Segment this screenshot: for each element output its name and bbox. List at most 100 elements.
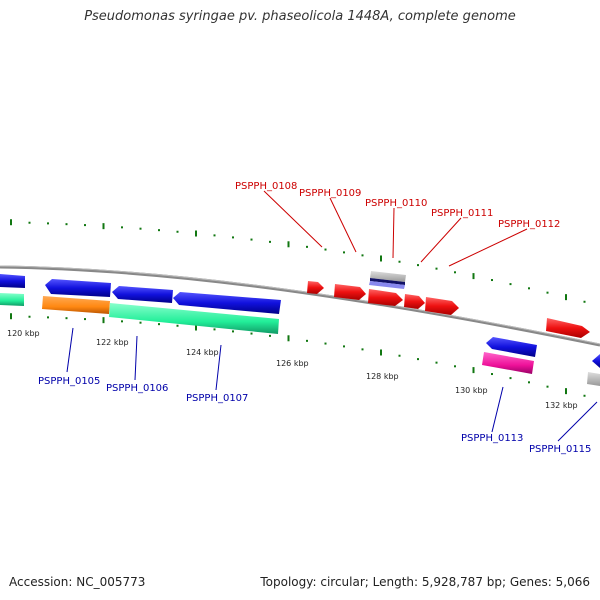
gene-tag-reverse[interactable]: PSPPH_0107 [186, 393, 248, 404]
scale-tick-minor [546, 291, 549, 294]
scale-tick-minor [398, 354, 401, 357]
scale-tick-minor [269, 240, 271, 243]
gene-arrow-reverse[interactable] [112, 286, 173, 303]
scale-label: 126 kbp [276, 359, 309, 368]
gene-arrow-reverse[interactable] [173, 292, 281, 314]
forward-leader-lines [263, 190, 528, 267]
scale-tick-minor [491, 373, 493, 376]
scale-tick-minor [269, 334, 271, 337]
scale-tick-minor [213, 234, 216, 237]
scale-tick-minor [139, 227, 142, 230]
feature-gray[interactable] [587, 372, 600, 386]
scale-tick-minor [250, 332, 253, 335]
scale-tick-minor [583, 394, 586, 397]
genome-backbone-highlight [0, 265, 600, 345]
scale-tick-minor [528, 287, 530, 290]
scale-tick-major [472, 367, 475, 374]
gene-tag-forward[interactable]: PSPPH_0109 [299, 188, 361, 199]
scale-tick-minor [454, 365, 456, 368]
scale-tick-minor [176, 324, 179, 327]
scale-tick-minor [528, 381, 530, 384]
genome-backbone [0, 265, 600, 347]
scale-tick-major [10, 219, 12, 226]
scale-tick-minor [232, 236, 234, 239]
gene-arrow-reverse[interactable] [45, 279, 111, 297]
scale-tick-minor [28, 315, 31, 318]
gene-feature-stacked[interactable] [370, 278, 405, 285]
rna-feature-green[interactable] [0, 293, 24, 306]
scale-tick-minor [84, 224, 86, 227]
scale-tick-minor [28, 221, 31, 224]
gene-tag-forward[interactable]: PSPPH_0108 [235, 181, 297, 192]
scale-tick-minor [47, 222, 49, 225]
scale-label: 128 kbp [366, 372, 399, 381]
scale-label: 124 kbp [186, 348, 219, 357]
scale-tick-minor [121, 320, 123, 323]
gene-arrow-forward[interactable] [368, 289, 403, 306]
scale-tick-minor [65, 317, 68, 320]
scale-tick-major [195, 324, 197, 331]
scale-tick-minor [546, 385, 549, 388]
scale-tick-minor [65, 223, 68, 226]
scale-tick-minor [232, 330, 234, 333]
scale-tick-minor [84, 318, 86, 321]
topology-label: Topology: circular; Length: 5,928,787 bp… [260, 575, 590, 589]
gene-tag-reverse[interactable]: PSPPH_0115 [529, 444, 591, 455]
scale-tick-minor [361, 348, 364, 351]
scale-tick-minor [509, 283, 512, 286]
scale-tick-minor [361, 254, 364, 257]
scale-label: 120 kbp [7, 329, 40, 338]
scale-tick-major [195, 230, 197, 237]
scale-tick-major [10, 313, 12, 320]
scale-tick-minor [343, 251, 345, 254]
gene-tag-reverse[interactable]: PSPPH_0105 [38, 376, 100, 387]
outer-dotted-track [10, 219, 586, 303]
inner-dotted-track [10, 313, 586, 397]
scale-tick-minor [398, 260, 401, 263]
gene-arrow-forward[interactable] [307, 281, 324, 294]
gene-feature-stacked[interactable] [370, 271, 406, 282]
scale-tick-minor [343, 345, 345, 348]
scale-tick-minor [250, 238, 253, 241]
scale-tick-minor [139, 321, 142, 324]
gene-arrow-reverse[interactable] [486, 337, 537, 357]
scale-tick-minor [176, 230, 179, 233]
scale-tick-minor [509, 377, 512, 380]
scale-tick-major [565, 294, 567, 301]
gene-tag-forward[interactable]: PSPPH_0112 [498, 219, 560, 230]
scale-tick-major [287, 335, 290, 342]
scale-tick-major [102, 223, 105, 230]
map-title: Pseudomonas syringae pv. phaseolicola 14… [84, 9, 516, 24]
scale-tick-minor [583, 300, 586, 303]
gene-arrow-reverse[interactable] [592, 354, 600, 368]
gene-tag-reverse[interactable]: PSPPH_0113 [461, 433, 523, 444]
gene-feature-stacked[interactable] [369, 281, 405, 289]
accession-label: Accession: NC_005773 [9, 575, 146, 589]
gene-tag-reverse[interactable]: PSPPH_0106 [106, 383, 168, 394]
scale-tick-minor [158, 323, 160, 326]
gene-arrow-forward[interactable] [404, 294, 425, 309]
rna-feature-green[interactable] [109, 303, 279, 334]
feature-orange[interactable] [42, 296, 110, 314]
scale-tick-minor [306, 245, 308, 248]
gene-tag-forward[interactable]: PSPPH_0110 [365, 198, 427, 209]
gene-arrow-reverse[interactable] [0, 274, 25, 288]
scale-label: 132 kbp [545, 401, 578, 410]
scale-tick-minor [324, 248, 327, 251]
scale-tick-minor [435, 267, 438, 270]
scale-tick-minor [417, 358, 419, 361]
gene-arrow-forward[interactable] [546, 318, 590, 338]
scale-tick-major [565, 388, 567, 395]
scale-tick-minor [454, 271, 456, 274]
scale-tick-minor [158, 229, 160, 232]
scale-label: 130 kbp [455, 386, 488, 395]
reverse-leader-lines [66, 327, 598, 442]
gene-arrow-forward[interactable] [334, 284, 366, 300]
feature-magenta[interactable] [482, 352, 534, 374]
gene-arrow-forward[interactable] [425, 297, 459, 315]
scale-tick-major [287, 241, 290, 248]
scale-tick-minor [417, 264, 419, 267]
scale-tick-major [380, 255, 382, 262]
gene-tag-forward[interactable]: PSPPH_0111 [431, 208, 493, 219]
